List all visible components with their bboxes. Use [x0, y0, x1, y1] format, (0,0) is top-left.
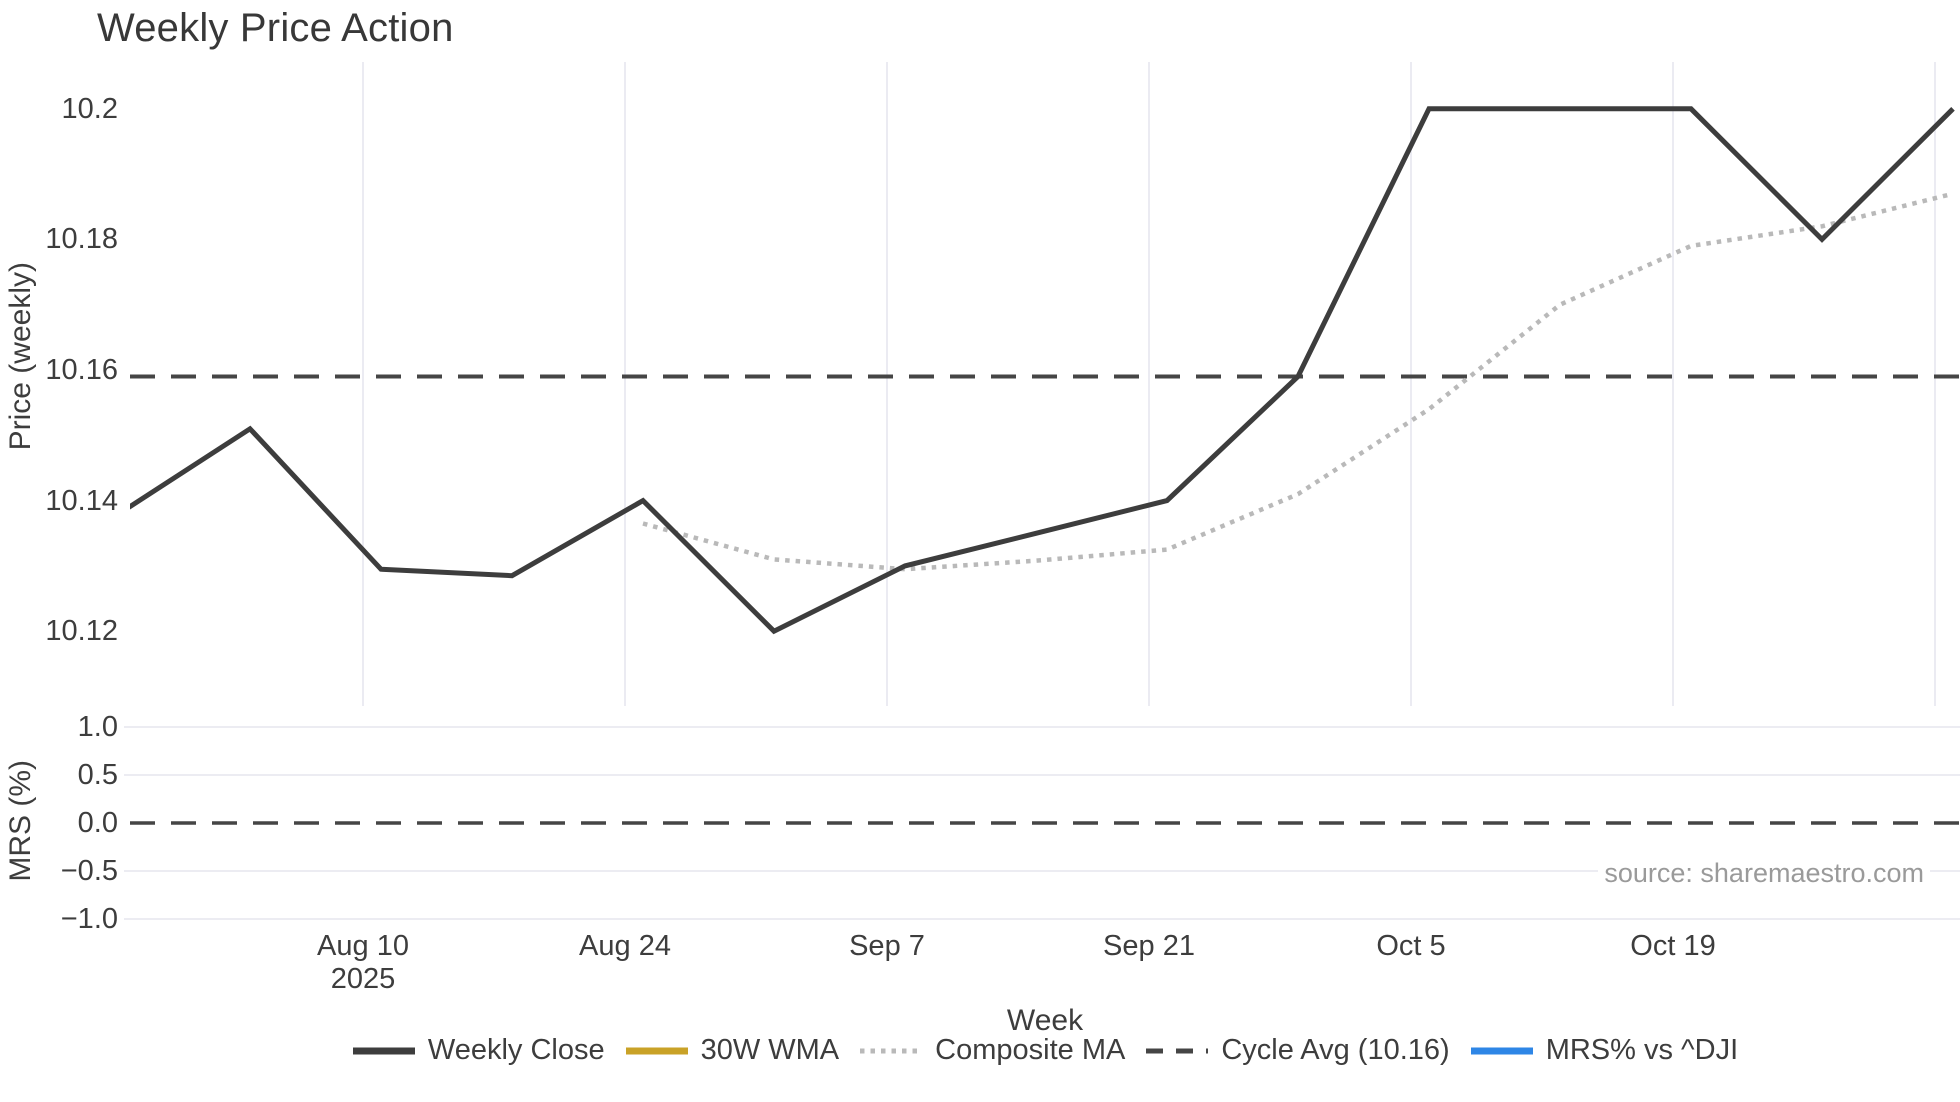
composite-ma-line[interactable]	[642, 191, 1954, 572]
legend-item-label: Weekly Close	[427, 1034, 605, 1066]
x-tick-label: Aug 24	[579, 930, 671, 962]
legend-item-cycle-avg-10-16[interactable]: Cycle Avg (10.16)	[1145, 1034, 1450, 1067]
x-tick: Sep 21	[1039, 930, 1259, 963]
legend-item-label: Composite MA	[935, 1034, 1126, 1066]
source-label: source: sharemaestro.com	[1598, 858, 1930, 889]
x-tick-label: Oct 5	[1376, 930, 1446, 962]
x-axis-title: Week	[1006, 1004, 1084, 1037]
legend-item-label: 30W WMA	[700, 1034, 840, 1066]
legend-item-30w-wma[interactable]: 30W WMA	[625, 1034, 840, 1067]
legend-item-weekly-close[interactable]: Weekly Close	[352, 1034, 605, 1067]
legend-swatch-solid	[1470, 1047, 1533, 1054]
legend-item-mrs-vs-dji[interactable]: MRS% vs ^DJI	[1470, 1034, 1738, 1067]
y-tick-label-mrs: −0.5	[60, 855, 118, 887]
x-tick-label: Oct 19	[1630, 930, 1716, 962]
x-tick-label: Aug 10	[317, 930, 409, 962]
x-tick-label: Sep 7	[849, 930, 925, 962]
legend-swatch-solid	[625, 1047, 688, 1054]
y-tick-label-price: 10.16	[45, 354, 118, 386]
x-tick: Oct 19	[1563, 930, 1783, 963]
legend-item-label: Cycle Avg (10.16)	[1221, 1034, 1450, 1066]
y-tick-label-mrs: 0.0	[77, 807, 118, 839]
chart-title: Weekly Price Action	[97, 6, 454, 50]
legend: Weekly Close 30W WMA Composite MA Cycle Avg…	[130, 1034, 1960, 1067]
y-tick-label-price: 10.18	[45, 223, 118, 256]
y-tick-label-mrs: 1.0	[77, 711, 118, 743]
x-tick: Aug 24	[515, 930, 735, 963]
legend-item-composite-ma[interactable]: Composite MA	[859, 1034, 1125, 1067]
weekly-close-line[interactable]	[119, 106, 1955, 635]
x-tick: Oct 5	[1301, 930, 1521, 963]
legend-item-label: MRS% vs ^DJI	[1545, 1034, 1739, 1066]
legend-swatch-dashed	[1146, 1048, 1209, 1053]
legend-swatch-solid	[352, 1047, 415, 1054]
x-tick-year: 2025	[330, 963, 396, 995]
y-tick-label-mrs: −1.0	[60, 903, 118, 935]
x-tick: Aug 10 2025	[253, 930, 473, 996]
x-tick-label: Sep 21	[1103, 930, 1195, 962]
y-tick-label-mrs: 0.5	[77, 759, 118, 791]
y-tick-label-price: 10.2	[61, 92, 118, 125]
y-tick-label-price: 10.12	[45, 615, 118, 648]
y-tick-label-price: 10.14	[45, 484, 118, 517]
legend-swatch-dotted	[860, 1048, 923, 1053]
x-tick: Sep 7	[777, 930, 997, 963]
